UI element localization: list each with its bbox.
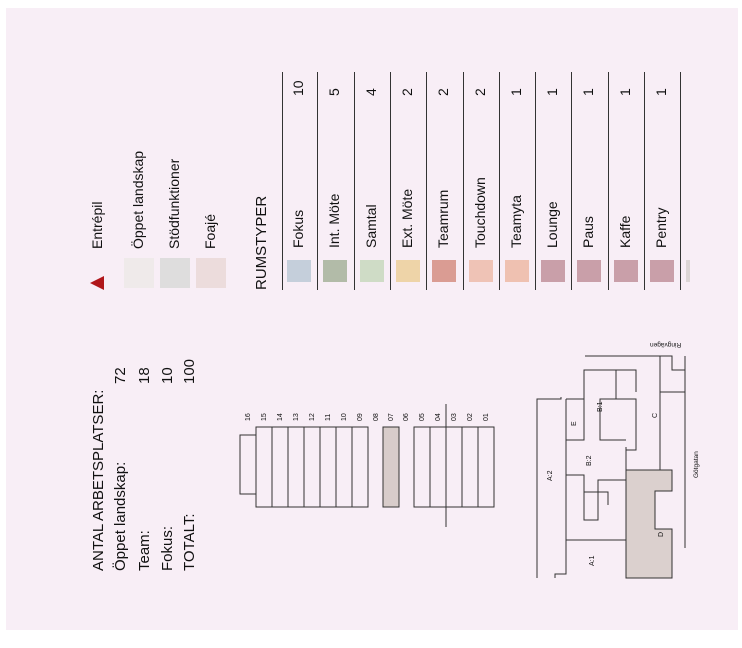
room-swatch-5 — [468, 260, 493, 282]
room-count-5: 2 — [471, 88, 488, 96]
room-types-title: RUMSTYPER — [253, 195, 270, 290]
legend-label-support: Stödfunktioner — [166, 158, 182, 249]
room-name-5: Touchdown — [471, 177, 488, 248]
building-small — [616, 369, 637, 392]
room-types-separator — [535, 72, 537, 290]
room-types-separator — [389, 72, 391, 290]
building-d — [625, 469, 673, 579]
room-name-3: Ext. Möte — [398, 188, 415, 248]
room-swatch-0 — [287, 260, 311, 282]
room-swatch-7 — [541, 260, 566, 282]
room-swatch-3 — [395, 260, 420, 282]
room-swatch-cut — [686, 260, 691, 282]
room-types-separator — [353, 72, 355, 290]
floor-09 — [351, 426, 369, 508]
room-types-separator — [282, 72, 283, 290]
floor-07 — [382, 426, 400, 508]
drawing-panel — [6, 8, 738, 630]
legend-label-entrance: Entrépil — [89, 201, 105, 249]
room-name-4: Teamrum — [435, 189, 452, 248]
room-types-separator — [317, 72, 319, 290]
room-name-2: Samtal — [362, 204, 379, 248]
room-types-separator — [571, 72, 573, 290]
room-types-separator — [426, 72, 428, 290]
building-c-outline — [615, 370, 637, 451]
room-types-separator — [644, 72, 645, 290]
room-name-8: Paus — [580, 216, 597, 248]
room-name-1: Int. Möte — [326, 193, 343, 248]
legend-swatch-open — [124, 258, 154, 288]
room-types-separator — [680, 72, 682, 290]
room-name-7: Lounge — [544, 201, 561, 248]
room-count-8: 1 — [580, 88, 597, 96]
room-swatch-1 — [323, 260, 348, 282]
building-b-inner — [583, 447, 627, 521]
room-swatch-9 — [613, 260, 638, 282]
room-swatch-6 — [504, 260, 529, 282]
room-swatch-4 — [432, 260, 457, 282]
street-ringvagen-line — [585, 355, 685, 371]
room-count-0: 10 — [290, 80, 306, 96]
entrance-arrow-icon — [90, 276, 104, 290]
legend-label-open: Öppet landskap — [130, 150, 146, 249]
room-name-6: Teamyta — [507, 195, 524, 248]
room-types-separator — [607, 72, 609, 290]
room-count-10: 1 — [653, 88, 669, 96]
legend-label-foyer: Foajé — [202, 213, 218, 249]
room-count-2: 4 — [362, 88, 379, 96]
room-count-6: 1 — [507, 88, 524, 96]
room-name-0: Fokus — [290, 209, 306, 248]
legend-swatch-support — [160, 258, 190, 288]
room-count-1: 5 — [326, 88, 343, 96]
room-types-separator — [462, 72, 464, 290]
room-name-10: Pentry — [653, 207, 669, 248]
legend-swatch-foyer — [196, 258, 226, 288]
floor-01 — [477, 426, 495, 508]
room-swatch-8 — [577, 260, 602, 282]
room-swatch-10 — [650, 260, 674, 282]
building-a-outline — [554, 539, 626, 578]
building-e-outline — [566, 398, 585, 441]
room-count-9: 1 — [616, 88, 633, 96]
room-swatch-2 — [359, 260, 384, 282]
room-count-4: 2 — [435, 88, 452, 96]
room-name-9: Kaffe — [616, 215, 633, 248]
room-count-7: 1 — [544, 88, 561, 96]
room-count-3: 2 — [398, 88, 415, 96]
floor-stack-group — [239, 404, 495, 527]
room-types-separator — [498, 72, 500, 290]
site-outline-outer — [536, 397, 562, 578]
